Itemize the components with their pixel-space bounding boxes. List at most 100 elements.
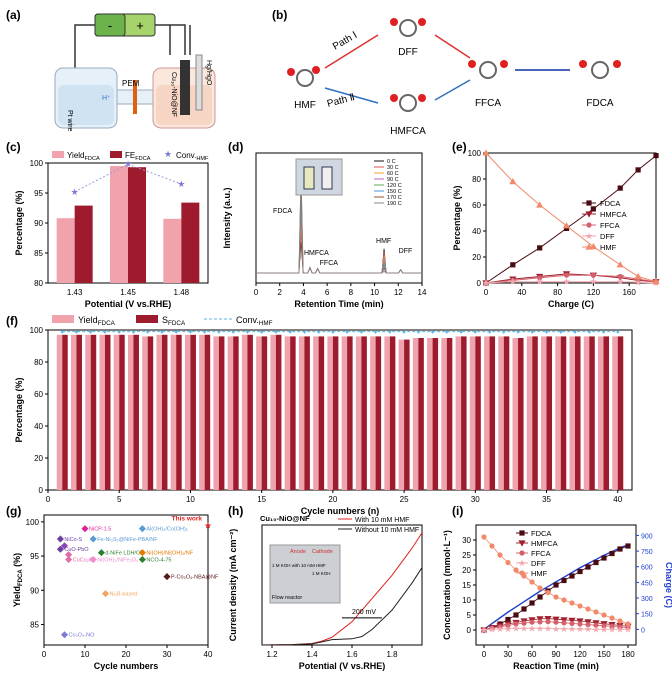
chart-i-y2-tick-label: 750 [641,549,653,556]
chart-f-conv-point: ✦ [202,329,208,337]
chart-c-conv-point: ★ [177,179,185,189]
pem-label: PEM [122,79,140,88]
chart-f-bar-selectivity [275,334,282,490]
chart-g-point-label: NiCo-S [64,537,82,543]
chart-f-conv-point: ✦ [102,329,108,337]
chart-f-y-tick-label: 0 [39,486,44,495]
chart-i-point-ffca [561,620,567,626]
chart-f-y-axis-label: Percentage (%) [14,377,24,442]
chart-i-point-ffca [513,621,519,627]
chart-i-point-hmf [513,567,519,573]
cathode-electrolyte [58,85,114,125]
chart-f-conv-point: ✦ [430,329,436,337]
chart-f-bar-yield [284,336,291,490]
chart-f-bar-yield [213,336,219,490]
dff-ffca-arrow [434,34,471,59]
chart-d-legend-label: 190 C [387,201,402,207]
chart-e-plot-frame [485,152,657,284]
chart-f-bar-selectivity [347,336,353,490]
chart-h-legend-label: With 10 mM HMF [355,517,409,524]
chart-f-bar-selectivity [532,336,538,490]
chart-c-y-tick-label: 90 [34,219,43,228]
chart-d-vial [303,166,315,190]
chart-g-point [65,555,73,564]
chart-c-bar-fe-fdca [181,202,200,283]
chart-i-y-tick-label: 30 [462,536,471,545]
chart-g-x-tick-label: 40 [204,650,213,659]
chart-f-bar-selectivity [332,336,339,490]
chart-g-y-tick-label: 100 [26,518,40,527]
panel-b-pathway: HMF DFF HMFCA FFCA FDCA Path Ⅰ Path Ⅱ [287,18,621,137]
chart-c-y-tick-label: 80 [34,279,43,288]
chart-f-bar-yield [555,336,561,490]
chart-g-point [138,549,146,557]
chart-f-bar-yield [241,334,248,490]
chart-h-line [261,567,423,646]
chart-f-bar-yield [99,334,105,490]
chart-d-vial [321,166,333,190]
chart-f-bar-selectivity [418,338,424,490]
chart-f-bar-selectivity [233,336,239,490]
chart-i-point-fdca [569,573,575,579]
panel-label-f: (f) [6,314,18,328]
chart-i-x-tick-label: 120 [573,650,587,659]
panel-a-schematic: - + Pt wire PEM H⁺ Cu₁₀-NiO@NF Hg/HgO [54,13,216,132]
chart-f-bar-selectivity [361,336,367,490]
chart-i-y-tick-label: 5 [467,611,472,620]
chart-f-conv-point: ✦ [159,329,165,337]
chart-f-bar-yield [199,334,205,490]
chart-d: 0 2 4 6 8 10 12 14 Retention Time (min) Intensity… [222,152,427,309]
chart-g-point [138,525,146,533]
chart-i-x-tick-label: 60 [528,650,537,659]
chart-f-bar-selectivity [161,334,168,490]
chart-c-legend-star: ★ [164,149,172,159]
chart-c: 80 85 90 95 100 Potential (V vs.RHE) Percentag… [14,149,209,309]
chart-f-conv-point: ✦ [572,329,578,337]
chart-f-bar-yield [313,336,319,490]
hmfca-ffca-arrow [434,79,471,101]
chart-e-y-tick-label: 0 [477,279,482,288]
chart-g-point-label: CuCo₂O₄ [73,557,96,563]
chart-i-point-hmf [593,609,599,615]
chart-d-x-tick-label: 2 [277,288,282,297]
chart-f-bar-selectivity [560,336,567,490]
chart-f-x-tick-label: 20 [328,495,337,504]
chart-i-point-hmf [505,559,511,566]
panel-label-a: (a) [6,8,21,22]
chart-f-conv-point: ✦ [586,329,592,337]
chart-i-line-dff [483,628,629,631]
panel-label-c: (c) [6,140,21,154]
chart-d-legend-label: 150 C [387,189,402,195]
ref-label: Hg/HgO [205,60,212,86]
chart-e-point-hmf [616,261,624,268]
chart-f-conv-point: ✦ [415,329,421,337]
chart-f-bar-yield [127,334,134,490]
chart-e-x-tick-label: 120 [587,288,601,297]
chart-e-legend-marker: ★ [585,231,593,241]
chart-f-bar-yield [184,334,191,490]
chart-d-x-tick-label: 4 [301,288,306,297]
chart-h-x-tick-label: 1.4 [306,650,318,659]
chart-d-legend-label: 90 C [387,177,399,183]
chart-d-peak-label: HMF [376,238,391,245]
chart-h-shift-label: 200 mV [352,609,376,616]
chart-c-legend-swatch [110,151,122,158]
chart-f-bar-selectivity [119,334,125,490]
chart-i-point-ffca [521,620,527,626]
chart-i-x-tick-label: 30 [504,650,513,659]
chart-f-bar-yield [441,338,447,490]
chart-f-bar-yield [341,336,348,490]
chart-g-point: ★ [204,520,212,530]
chart-c-y-tick-label: 100 [30,159,44,168]
chart-f-bar-selectivity [518,338,524,490]
chart-e-y-axis-label: Percentage (%) [452,185,462,250]
chart-i-point-hmf [545,589,551,596]
chart-c-conv-line [74,163,182,193]
chart-f-conv-point: ✦ [487,329,493,337]
chart-e-point-hmf [509,178,517,185]
chart-f-bar-selectivity [76,334,82,490]
chart-f-bar-yield [598,336,604,490]
chart-f-conv-point: ✦ [59,329,65,337]
chart-f-bar-selectivity [489,336,496,490]
